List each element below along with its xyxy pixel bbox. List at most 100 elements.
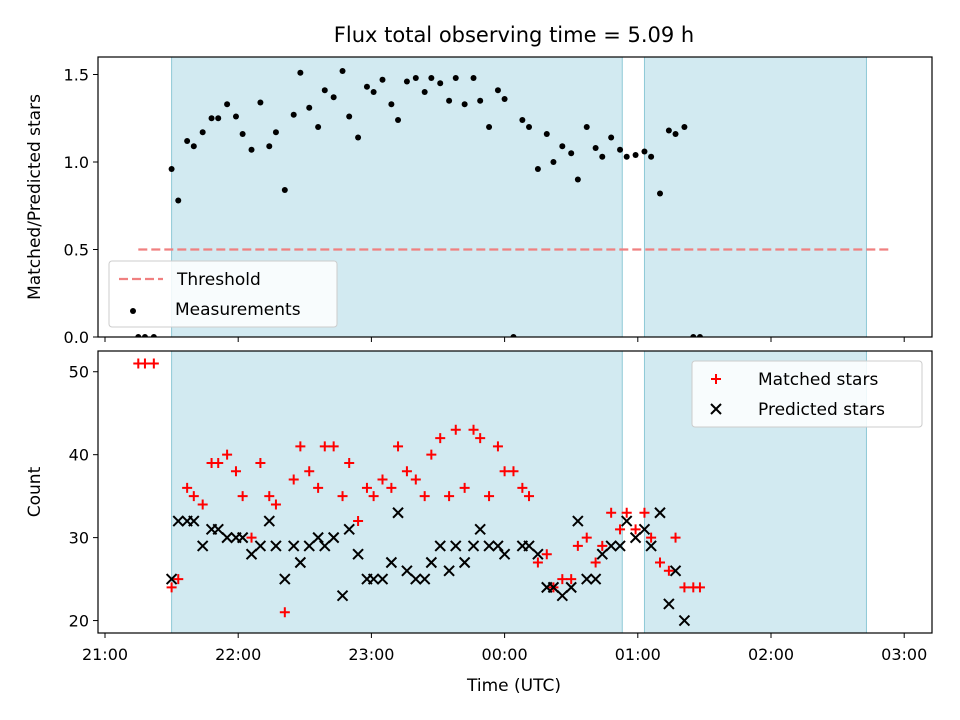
matched-stars-point — [566, 574, 577, 585]
matched-stars-point — [279, 607, 290, 618]
matched-stars-point — [313, 482, 324, 493]
matched-stars-point — [393, 441, 404, 452]
matched-stars-point — [572, 540, 583, 551]
predicted-stars-point — [565, 581, 577, 594]
measurements-point — [321, 87, 328, 94]
measurements-point — [690, 334, 697, 337]
predicted-stars-point — [492, 540, 504, 552]
predicted-stars-point — [385, 556, 398, 569]
matched-stars-point — [646, 532, 657, 543]
measurements-point — [501, 96, 508, 102]
predicted-stars-point — [669, 565, 682, 577]
measurements-point — [150, 334, 157, 337]
predicted-stars-point — [188, 515, 200, 527]
matched-stars-point — [344, 457, 355, 468]
measurements-point — [403, 78, 410, 85]
matched-stars-point — [517, 482, 528, 493]
measurements-point — [592, 145, 599, 151]
matched-stars-point — [328, 441, 339, 452]
predicted-stars-point — [532, 548, 544, 560]
matched-stars-point — [304, 466, 315, 477]
matched-stars-point — [213, 457, 224, 468]
measurements-point — [135, 334, 142, 337]
predicted-stars-point — [654, 507, 666, 519]
matched-stars-point — [499, 466, 510, 477]
predicted-stars-point — [319, 540, 331, 552]
measurements-point — [526, 124, 533, 130]
legend-label-predicted-stars: Predicted stars — [758, 400, 885, 420]
matched-stars-point — [621, 507, 632, 518]
predicted-stars-point — [547, 581, 560, 594]
observing-window-shade — [643, 56, 867, 338]
predicted-stars-point — [418, 573, 431, 585]
predicted-stars-point — [263, 515, 275, 527]
predicted-stars-point — [498, 548, 511, 560]
matched-stars-point — [288, 474, 299, 485]
y-axis-label: Matched/Predicted stars — [25, 94, 45, 300]
matched-stars-point — [484, 491, 495, 502]
matched-stars-point — [541, 549, 552, 560]
panel-ratio: 0.0 0.5 1.0 1.5 Matched/Predicted stars Thres… — [25, 56, 933, 347]
matched-stars-point — [615, 524, 626, 535]
y-tick-label: 1.0 — [64, 153, 89, 172]
measurements-point — [363, 83, 370, 90]
matched-stars-point — [197, 499, 208, 510]
measurements-point — [486, 124, 493, 130]
matched-stars-point — [450, 424, 461, 435]
measurements-point — [290, 111, 297, 118]
predicted-stars-point — [629, 531, 642, 544]
measurements-point — [421, 89, 428, 95]
matched-stars-point — [237, 491, 248, 502]
y-tick-label: 0.0 — [64, 328, 89, 347]
x-tick-label: 23:00 — [348, 645, 394, 664]
matched-stars-point — [361, 482, 372, 493]
predicted-stars-point — [270, 540, 282, 552]
predicted-stars-point — [425, 556, 438, 569]
panel-count: 20 30 40 50 21:00 22:00 23:00 00:00 01:00 02:00 03… — [25, 350, 933, 664]
legend-box — [691, 360, 923, 428]
matched-stars-point — [246, 532, 257, 543]
measurements-point — [632, 152, 639, 158]
measurements-point — [355, 134, 362, 141]
observing-window-shade — [171, 350, 623, 634]
measurements-point — [395, 117, 402, 123]
predicted-stars-point — [196, 540, 209, 552]
measurements-point — [257, 99, 264, 106]
measurements-point — [168, 166, 175, 172]
chart-title: Flux total observing time = 5.09 h — [334, 23, 694, 47]
measurements-point — [550, 159, 557, 165]
predicted-stars-point — [172, 515, 184, 527]
matched-stars-point — [386, 482, 397, 493]
y-tick-label: 40 — [69, 446, 89, 465]
matched-stars-point — [182, 482, 193, 493]
measurements-point — [232, 113, 239, 120]
x-tick-label: 01:00 — [615, 645, 661, 664]
matched-stars-point — [166, 582, 177, 593]
measurements-point — [346, 113, 353, 120]
measurements-point — [215, 115, 222, 122]
measurements-point — [510, 334, 517, 337]
legend: Matched stars Predicted stars — [691, 360, 923, 428]
measurements-point — [461, 101, 468, 108]
legend-marker-predicted-stars — [710, 403, 722, 415]
matched-stars-point — [694, 582, 705, 593]
measurements-point — [543, 131, 550, 137]
predicted-stars-point — [458, 556, 471, 569]
measurements-point — [330, 94, 337, 101]
measurements-point — [672, 131, 679, 137]
measurements-point — [696, 334, 703, 337]
matched-stars-point — [255, 457, 266, 468]
measurements-point — [281, 187, 288, 193]
measurements-point — [239, 131, 246, 137]
matched-stars-point — [270, 499, 281, 510]
y-tick-label: 50 — [69, 363, 89, 382]
matched-stars-point — [459, 482, 470, 493]
predicted-stars-point — [303, 540, 315, 552]
matched-stars-point — [139, 358, 150, 369]
matched-stars-point — [337, 491, 348, 502]
predicted-stars-point — [294, 556, 307, 569]
measurements-point — [519, 117, 526, 123]
predicted-stars-point — [614, 540, 626, 552]
matched-stars-point — [663, 565, 674, 576]
measurements-point — [224, 101, 231, 108]
